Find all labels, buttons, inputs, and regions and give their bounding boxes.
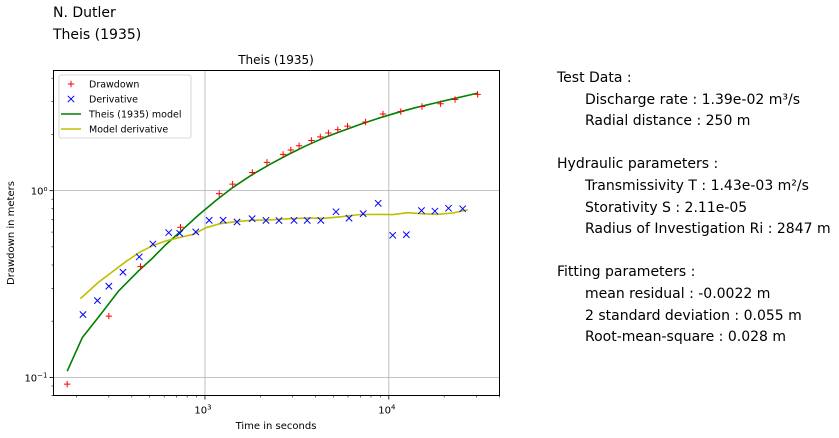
grid-lines	[53, 70, 500, 396]
drawdown-point	[287, 146, 295, 154]
legend-box	[58, 74, 192, 139]
x-tick-label: 104	[378, 404, 396, 417]
derivative-point	[317, 216, 325, 224]
derivative-point	[219, 216, 227, 224]
x-axis-label: Time in seconds	[235, 421, 317, 432]
derivative-point	[332, 208, 340, 216]
derivative-point	[417, 207, 426, 215]
root-mean-square: Root-mean-square : 0.028 m	[585, 329, 787, 346]
drawdown-point	[437, 100, 444, 107]
storativity: Storativity S : 2.11e-05	[585, 199, 748, 216]
header-method: Theis (1935)	[53, 27, 142, 43]
derivative-point	[389, 231, 397, 239]
derivative-point	[303, 216, 311, 224]
drawdown-point	[418, 103, 426, 110]
legend-plus-icon	[67, 80, 75, 88]
x-tick-label: 103	[194, 404, 211, 417]
panel-spacer	[557, 133, 831, 155]
legend-entry-label: Drawdown	[89, 80, 139, 91]
test-data-heading: Test Data :	[557, 70, 632, 86]
legend-entry-label: Model derivative	[89, 125, 168, 136]
drawdown-point	[177, 224, 184, 231]
discharge-rate: Discharge rate : 1.39e-02 m³/s	[585, 91, 800, 108]
radius-investigation: Radius of Investigation Ri : 2847 m	[585, 221, 831, 238]
panel-spacer	[557, 241, 831, 263]
legend-x-icon	[67, 95, 75, 103]
legend-entry-label: Theis (1935) model	[88, 110, 181, 121]
drawdown-point	[308, 137, 315, 144]
model-derivative-line	[79, 209, 468, 300]
standard-deviation: 2 standard deviation : 0.055 m	[585, 307, 802, 324]
drawdown-point	[325, 129, 332, 137]
derivative-point	[205, 216, 213, 224]
drawdown-point	[317, 133, 324, 141]
derivative-point	[262, 216, 270, 224]
parameters-panel: Test Data : Discharge rate : 1.39e-02 m³…	[557, 68, 831, 349]
derivative-point	[149, 240, 157, 248]
derivative-point	[402, 231, 410, 239]
derivative-point	[431, 207, 439, 215]
legend: Drawdown Derivative Theis (1935) model Mode…	[58, 74, 192, 139]
y-tick-label: 10⁰	[31, 187, 48, 198]
theis-model-line	[66, 92, 478, 372]
derivative-point	[93, 296, 101, 305]
y-axis-label: Drawdown in meters	[6, 181, 17, 285]
derivative-point	[105, 282, 113, 290]
drawdown-point	[474, 91, 481, 98]
drawdown-point	[105, 312, 113, 320]
hydraulic-heading: Hydraulic parameters :	[557, 156, 719, 173]
drawdown-point	[215, 190, 223, 197]
derivative-point	[374, 199, 382, 207]
drawdown-point	[334, 126, 341, 133]
derivative-point	[165, 229, 173, 237]
series-layer	[63, 91, 481, 388]
header-author: N. Dutler	[53, 5, 116, 21]
drawdown-point	[379, 110, 387, 118]
drawdown-point	[362, 118, 369, 126]
fitting-heading: Fitting parameters :	[557, 264, 696, 281]
derivative-point	[119, 268, 127, 276]
derivative-point	[359, 210, 367, 218]
plot-frame	[53, 70, 500, 396]
legend-entry-label: Derivative	[89, 95, 138, 106]
derivative-point	[345, 214, 353, 222]
transmissivity: Transmissivity T : 1.43e-03 m²/s	[585, 177, 809, 194]
drawdown-point	[451, 96, 459, 103]
derivative-point	[135, 253, 143, 261]
axis-ticks: 103 104 10−1 10⁰	[24, 77, 500, 417]
drawdown-point	[397, 108, 404, 115]
drawdown-point	[344, 122, 351, 130]
derivative-point	[176, 229, 184, 237]
derivative-point	[444, 204, 453, 212]
derivative-point	[290, 216, 298, 224]
drawdown-chart: Theis (1935) 103 104 10−1 10⁰ Time in secon…	[6, 53, 500, 432]
drawdown-point	[63, 380, 71, 388]
derivative-point	[79, 311, 87, 319]
drawdown-point	[249, 169, 256, 176]
drawdown-point	[137, 263, 144, 270]
mean-residual: mean residual : -0.0022 m	[585, 285, 771, 302]
derivative-point	[275, 216, 283, 225]
derivative-point	[233, 218, 241, 226]
drawdown-point	[229, 180, 236, 188]
chart-title: Theis (1935)	[237, 53, 314, 67]
drawdown-point	[263, 159, 271, 166]
radial-distance: Radial distance : 250 m	[585, 113, 751, 130]
derivative-point	[248, 215, 256, 223]
derivative-point	[192, 228, 200, 236]
y-tick-label: 10−1	[24, 371, 47, 384]
derivative-point	[459, 205, 467, 213]
drawdown-point	[295, 142, 303, 149]
drawdown-point	[279, 151, 287, 158]
